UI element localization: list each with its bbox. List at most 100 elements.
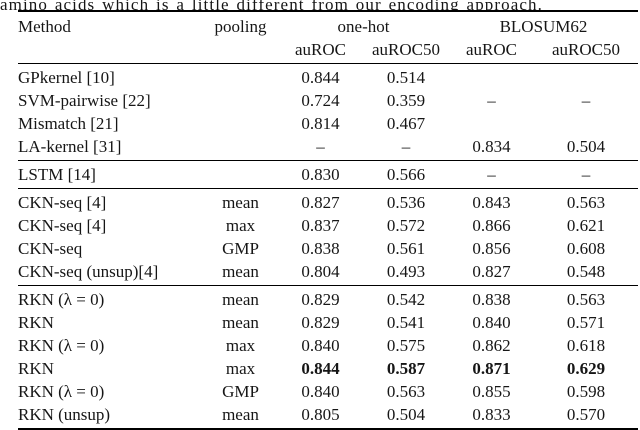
table-row: GPkernel [10] 0.844 0.514 (18, 64, 638, 90)
value-cell: – (581, 165, 591, 184)
value-cell: 0.504 (386, 405, 426, 424)
header-auroc-blosum: auROC (466, 40, 517, 59)
value-cell: 0.563 (566, 193, 606, 212)
value-cell: 0.548 (566, 262, 606, 281)
value-cell: – (401, 137, 411, 156)
value-cell-bold: 0.844 (301, 359, 340, 378)
value-cell (534, 64, 638, 90)
value-cell-bold: 0.871 (472, 359, 511, 378)
table-row: SVM-pairwise [22] 0.724 0.359 – – (18, 89, 638, 112)
value-cell: 0.467 (386, 114, 426, 133)
table-row: RKN (λ = 0) max 0.840 0.575 0.862 0.618 (18, 334, 638, 357)
value-cell (449, 112, 534, 135)
header-group-blosum62: BLOSUM62 (499, 17, 588, 36)
pooling-cell (203, 89, 278, 112)
value-cell: 0.829 (301, 313, 340, 332)
method-cell: CKN-seq [4] (18, 193, 107, 212)
value-cell: 0.856 (472, 239, 511, 258)
value-cell: 0.838 (472, 290, 511, 309)
value-cell: 0.862 (472, 336, 511, 355)
table-row: LSTM [14] 0.830 0.566 – – (18, 161, 638, 189)
value-cell: 0.566 (386, 165, 426, 184)
pooling-cell: max (225, 359, 256, 378)
table-row: RKN mean 0.829 0.541 0.840 0.571 (18, 311, 638, 334)
header-group-one-hot: one-hot (337, 17, 390, 36)
pooling-cell: max (225, 216, 256, 235)
value-cell: 0.840 (301, 336, 340, 355)
results-table: Method pooling one-hot BLOSUM62 auROC au… (18, 10, 639, 430)
value-cell: 0.838 (301, 239, 340, 258)
table-row: LA-kernel [31] – – 0.834 0.504 (18, 135, 638, 161)
section-baseline-kernels: GPkernel [10] 0.844 0.514 SVM-pairwise [… (18, 64, 639, 161)
value-cell: 0.827 (301, 193, 340, 212)
value-cell: 0.504 (566, 137, 606, 156)
table-row: RKN (λ = 0) GMP 0.840 0.563 0.855 0.598 (18, 380, 638, 403)
method-cell: RKN (λ = 0) (18, 290, 105, 309)
pooling-cell (203, 161, 278, 189)
value-cell: 0.541 (386, 313, 426, 332)
value-cell: 0.830 (301, 165, 340, 184)
paper-body-text: amino acids which is a little different … (0, 0, 543, 10)
value-cell: 0.855 (472, 382, 511, 401)
method-cell: CKN-seq [4] (18, 216, 107, 235)
value-cell: 0.359 (386, 91, 426, 110)
value-cell: – (487, 165, 496, 184)
table-row: CKN-seq GMP 0.838 0.561 0.856 0.608 (18, 237, 638, 260)
value-cell: 0.837 (301, 216, 340, 235)
value-cell: 0.724 (301, 91, 340, 110)
section-lstm: LSTM [14] 0.830 0.566 – – (18, 161, 639, 189)
value-cell: 0.843 (472, 193, 511, 212)
value-cell (534, 112, 638, 135)
value-cell: 0.514 (386, 68, 426, 87)
value-cell: 0.542 (386, 290, 426, 309)
value-cell: 0.805 (301, 405, 340, 424)
header-method: Method (18, 17, 71, 36)
pooling-cell (203, 135, 278, 161)
section-ckn: CKN-seq [4] mean 0.827 0.536 0.843 0.563… (18, 189, 639, 286)
method-cell: RKN (unsup) (18, 405, 111, 424)
table-header: Method pooling one-hot BLOSUM62 auROC au… (18, 11, 639, 64)
value-cell: 0.866 (472, 216, 511, 235)
method-cell: GPkernel [10] (18, 68, 115, 87)
header-auroc50-onehot: auROC50 (372, 40, 440, 59)
pooling-cell: mean (222, 405, 259, 424)
value-cell: 0.833 (472, 405, 511, 424)
value-cell (449, 64, 534, 90)
pooling-cell (203, 64, 278, 90)
value-cell: 0.572 (386, 216, 426, 235)
header-spacer (18, 38, 203, 64)
pooling-cell: mean (222, 313, 259, 332)
method-cell: LA-kernel [31] (18, 137, 122, 156)
header-spacer (203, 38, 278, 64)
value-cell: 0.493 (386, 262, 426, 281)
table-row: Mismatch [21] 0.814 0.467 (18, 112, 638, 135)
table-row: RKN (unsup) mean 0.805 0.504 0.833 0.570 (18, 403, 638, 429)
pooling-cell: max (225, 336, 256, 355)
header-auroc-onehot: auROC (295, 40, 346, 59)
method-cell: SVM-pairwise [22] (18, 91, 151, 110)
value-cell-bold: 0.587 (386, 359, 426, 378)
method-cell: Mismatch [21] (18, 114, 119, 133)
value-cell: 0.608 (566, 239, 606, 258)
method-cell: RKN (18, 359, 54, 378)
value-cell: 0.561 (386, 239, 426, 258)
value-cell: 0.829 (301, 290, 340, 309)
table-row: RKN (λ = 0) mean 0.829 0.542 0.838 0.563 (18, 286, 638, 312)
value-cell: 0.598 (566, 382, 606, 401)
table-row: CKN-seq (unsup)[4] mean 0.804 0.493 0.82… (18, 260, 638, 286)
header-pooling: pooling (214, 17, 267, 36)
method-cell: LSTM [14] (18, 165, 96, 184)
value-cell: 0.834 (472, 137, 511, 156)
pooling-cell: GMP (222, 239, 259, 258)
pooling-cell (203, 112, 278, 135)
pooling-cell: mean (222, 262, 259, 281)
pooling-cell: mean (222, 193, 259, 212)
value-cell: 0.814 (301, 114, 340, 133)
table-row-best: RKN max 0.844 0.587 0.871 0.629 (18, 357, 638, 380)
value-cell-bold: 0.629 (566, 359, 606, 378)
header-auroc50-blosum: auROC50 (552, 40, 620, 59)
pooling-cell: GMP (222, 382, 259, 401)
value-cell: – (581, 91, 591, 110)
value-cell: – (316, 137, 325, 156)
